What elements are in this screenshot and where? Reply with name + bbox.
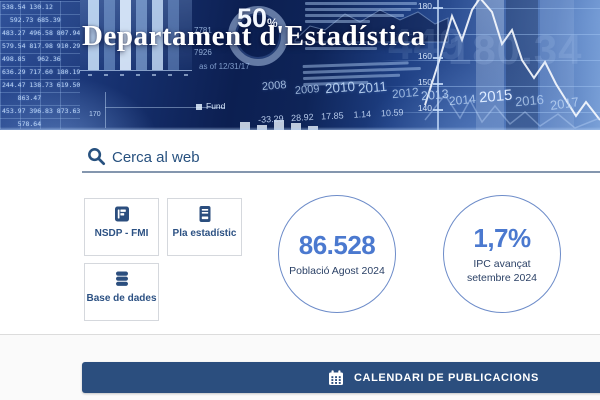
search-icon[interactable] <box>87 147 106 166</box>
hero-figure: 7926 <box>194 48 212 57</box>
footer-section: CALENDARI DE PUBLICACIONS <box>0 334 600 400</box>
hero-line-chart <box>294 0 600 129</box>
quick-link-base-de-dades[interactable]: Base de dades <box>84 263 159 321</box>
stat-value: 86.528 <box>298 229 376 260</box>
stat-value: 1,7% <box>473 222 531 253</box>
book-icon <box>199 206 210 222</box>
hero-number-table: 538.54 130.12 592.73 685.39 483.27 496.58… <box>0 1 80 129</box>
hero-watermark-number: 180.34 <box>448 26 583 73</box>
search-input[interactable] <box>112 145 512 169</box>
hero-as-of-label: as of 12/31/17 <box>199 62 250 71</box>
hero-bar-chart-ticks <box>88 74 188 76</box>
stat-label: Població Agost 2024 <box>289 264 385 277</box>
hero-highlight-band <box>476 0 504 130</box>
database-icon <box>115 271 128 286</box>
quick-link-pla-estadistic[interactable]: Pla estadístic <box>167 198 242 256</box>
quick-link-label: Pla estadístic <box>172 228 237 239</box>
search-bar <box>82 143 600 173</box>
hero-donut-value: 50% <box>237 3 278 33</box>
calendar-button-label: CALENDARI DE PUBLICACIONS <box>354 371 539 384</box>
hero-bar-chart <box>80 0 192 71</box>
search-underline <box>82 171 600 173</box>
hero-donut-chart <box>228 6 288 66</box>
quick-link-label: Base de dades <box>86 293 157 304</box>
hero-paragraph-block <box>305 2 417 26</box>
flag-document-icon <box>114 206 129 222</box>
hero-banner: 538.54 130.12 592.73 685.39 483.27 496.58… <box>0 0 600 130</box>
stat-circle-poblacio[interactable]: 86.528 Població Agost 2024 <box>278 195 396 313</box>
hero-legend-swatch <box>196 104 202 110</box>
hero-dark-band <box>506 0 538 130</box>
hero-mini-axis-label: 170 <box>89 111 101 118</box>
quick-link-nsdp-fmi[interactable]: NSDP - FMI <box>84 198 159 256</box>
stat-label: IPC avançat setembre 2024 <box>466 257 538 284</box>
calendar-icon <box>329 369 343 385</box>
hero-paragraph-block <box>305 47 377 53</box>
hero-figure: 7781 <box>194 26 212 35</box>
calendar-publications-button[interactable]: CALENDARI DE PUBLICACIONS <box>82 362 600 393</box>
stat-circle-ipc[interactable]: 1,7% IPC avançat setembre 2024 <box>443 195 561 313</box>
hero-legend-label: Fund <box>206 101 226 111</box>
quick-link-label: NSDP - FMI <box>94 228 149 239</box>
hero-watermark-number: 449 <box>388 20 465 69</box>
page-title: Departament d'Estadística <box>82 20 426 52</box>
hero-vertical-axis <box>437 0 439 130</box>
